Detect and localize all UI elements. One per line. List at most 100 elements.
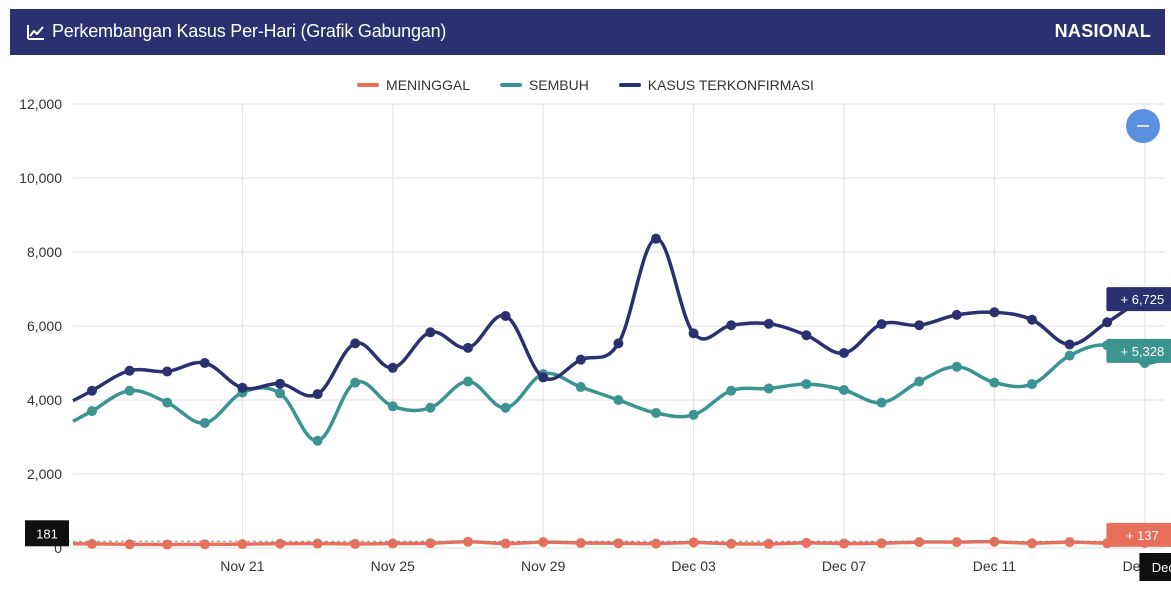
data-point-kasus-terkonfirmasi[interactable] xyxy=(876,319,887,330)
chart-header: Perkembangan Kasus Per-Hari (Grafik Gabu… xyxy=(10,9,1165,55)
y-tick-label: 10,000 xyxy=(19,170,62,186)
data-point-kasus-terkonfirmasi[interactable] xyxy=(237,382,248,393)
x-readout-box xyxy=(1139,553,1171,581)
data-point-kasus-terkonfirmasi[interactable] xyxy=(538,372,549,383)
data-point-meninggal[interactable] xyxy=(688,537,699,548)
x-tick-label: Dec 07 xyxy=(822,558,867,574)
data-point-sembuh[interactable] xyxy=(801,379,812,390)
data-point-kasus-terkonfirmasi[interactable] xyxy=(312,389,323,400)
data-point-kasus-terkonfirmasi[interactable] xyxy=(350,338,361,349)
legend-item-meninggal[interactable]: MENINGGAL xyxy=(357,77,470,93)
data-point-meninggal[interactable] xyxy=(726,538,737,549)
data-point-kasus-terkonfirmasi[interactable] xyxy=(613,338,624,349)
data-point-kasus-terkonfirmasi[interactable] xyxy=(1027,314,1037,325)
data-point-kasus-terkonfirmasi[interactable] xyxy=(989,307,1000,318)
data-point-kasus-terkonfirmasi[interactable] xyxy=(162,366,173,377)
data-point-sembuh[interactable] xyxy=(726,385,737,396)
data-point-kasus-terkonfirmasi[interactable] xyxy=(801,330,812,341)
data-point-sembuh[interactable] xyxy=(387,401,398,412)
data-point-meninggal[interactable] xyxy=(124,539,135,550)
data-point-sembuh[interactable] xyxy=(425,402,436,413)
data-point-meninggal[interactable] xyxy=(876,538,887,549)
data-point-sembuh[interactable] xyxy=(87,406,97,417)
legend-swatch xyxy=(499,83,522,87)
data-point-meninggal[interactable] xyxy=(951,537,962,548)
legend-label: KASUS TERKONFIRMASI xyxy=(647,77,814,93)
data-point-sembuh[interactable] xyxy=(876,397,887,408)
data-point-meninggal[interactable] xyxy=(425,538,436,549)
data-point-meninggal[interactable] xyxy=(199,539,210,550)
data-point-sembuh[interactable] xyxy=(275,388,285,399)
data-point-meninggal[interactable] xyxy=(989,536,1000,547)
data-point-meninggal[interactable] xyxy=(162,539,173,550)
data-point-kasus-terkonfirmasi[interactable] xyxy=(425,327,436,338)
data-point-sembuh[interactable] xyxy=(613,395,624,405)
data-point-sembuh[interactable] xyxy=(1064,350,1075,361)
data-point-kasus-terkonfirmasi[interactable] xyxy=(275,378,285,389)
data-point-meninggal[interactable] xyxy=(87,538,97,549)
legend-item-kasus-terkonfirmasi[interactable]: KASUS TERKONFIRMASI xyxy=(618,77,814,93)
data-point-sembuh[interactable] xyxy=(312,435,323,446)
data-point-sembuh[interactable] xyxy=(951,361,962,372)
data-point-meninggal[interactable] xyxy=(613,538,624,549)
data-point-kasus-terkonfirmasi[interactable] xyxy=(688,328,699,339)
data-point-kasus-terkonfirmasi[interactable] xyxy=(575,354,586,365)
y-tick-label: 12,000 xyxy=(19,96,62,112)
data-point-sembuh[interactable] xyxy=(989,377,1000,388)
data-point-kasus-terkonfirmasi[interactable] xyxy=(1102,317,1113,328)
data-point-meninggal[interactable] xyxy=(914,537,925,548)
data-point-sembuh[interactable] xyxy=(651,407,661,418)
data-point-meninggal[interactable] xyxy=(801,537,812,548)
data-point-meninggal[interactable] xyxy=(575,538,586,549)
x-tick-label: Nov 29 xyxy=(521,558,566,574)
data-point-meninggal[interactable] xyxy=(651,538,661,549)
x-readout-label: Dec 16 xyxy=(1152,560,1171,575)
data-point-meninggal[interactable] xyxy=(387,538,398,549)
data-point-sembuh[interactable] xyxy=(688,409,699,420)
data-point-sembuh[interactable] xyxy=(124,385,135,396)
data-point-meninggal[interactable] xyxy=(312,538,323,549)
data-point-meninggal[interactable] xyxy=(350,538,361,549)
flag-sembuh-label: + 5,328 xyxy=(1121,344,1165,359)
data-point-kasus-terkonfirmasi[interactable] xyxy=(839,348,849,359)
data-point-sembuh[interactable] xyxy=(914,376,925,387)
data-point-meninggal[interactable] xyxy=(463,536,473,547)
data-point-meninggal[interactable] xyxy=(538,537,549,548)
chart-legend: MENINGGAL SEMBUH KASUS TERKONFIRMASI xyxy=(0,74,1171,93)
data-point-sembuh[interactable] xyxy=(463,376,473,387)
series-line-kasus-terkonfirmasi[interactable] xyxy=(72,236,1171,403)
data-point-meninggal[interactable] xyxy=(763,538,774,549)
data-point-kasus-terkonfirmasi[interactable] xyxy=(463,342,473,353)
data-point-meninggal[interactable] xyxy=(237,539,248,550)
data-point-meninggal[interactable] xyxy=(839,538,849,549)
legend-item-sembuh[interactable]: SEMBUH xyxy=(499,77,589,93)
data-point-sembuh[interactable] xyxy=(575,382,586,393)
data-point-meninggal[interactable] xyxy=(500,538,511,549)
data-point-sembuh[interactable] xyxy=(162,397,173,408)
data-point-kasus-terkonfirmasi[interactable] xyxy=(500,311,511,322)
data-point-kasus-terkonfirmasi[interactable] xyxy=(763,318,774,329)
data-point-kasus-terkonfirmasi[interactable] xyxy=(951,309,962,320)
y-tick-label: 8,000 xyxy=(27,244,62,260)
data-point-kasus-terkonfirmasi[interactable] xyxy=(387,362,398,373)
data-point-meninggal[interactable] xyxy=(1064,537,1075,548)
data-point-kasus-terkonfirmasi[interactable] xyxy=(914,320,925,331)
data-point-sembuh[interactable] xyxy=(500,402,511,413)
data-point-kasus-terkonfirmasi[interactable] xyxy=(726,320,737,331)
data-point-sembuh[interactable] xyxy=(839,385,849,396)
data-point-kasus-terkonfirmasi[interactable] xyxy=(124,365,135,376)
data-point-sembuh[interactable] xyxy=(1027,379,1037,390)
y-readout-box xyxy=(25,520,69,547)
data-point-kasus-terkonfirmasi[interactable] xyxy=(87,385,97,396)
scope-label[interactable]: NASIONAL xyxy=(1054,21,1151,41)
data-point-sembuh[interactable] xyxy=(350,377,361,388)
data-point-sembuh[interactable] xyxy=(199,417,210,428)
data-point-kasus-terkonfirmasi[interactable] xyxy=(199,358,210,368)
data-point-meninggal[interactable] xyxy=(275,538,285,549)
data-point-kasus-terkonfirmasi[interactable] xyxy=(651,233,661,244)
flag-meninggal-box xyxy=(1106,522,1171,547)
data-point-kasus-terkonfirmasi[interactable] xyxy=(1064,339,1075,350)
data-point-meninggal[interactable] xyxy=(1027,538,1037,549)
data-point-sembuh[interactable] xyxy=(763,383,774,394)
